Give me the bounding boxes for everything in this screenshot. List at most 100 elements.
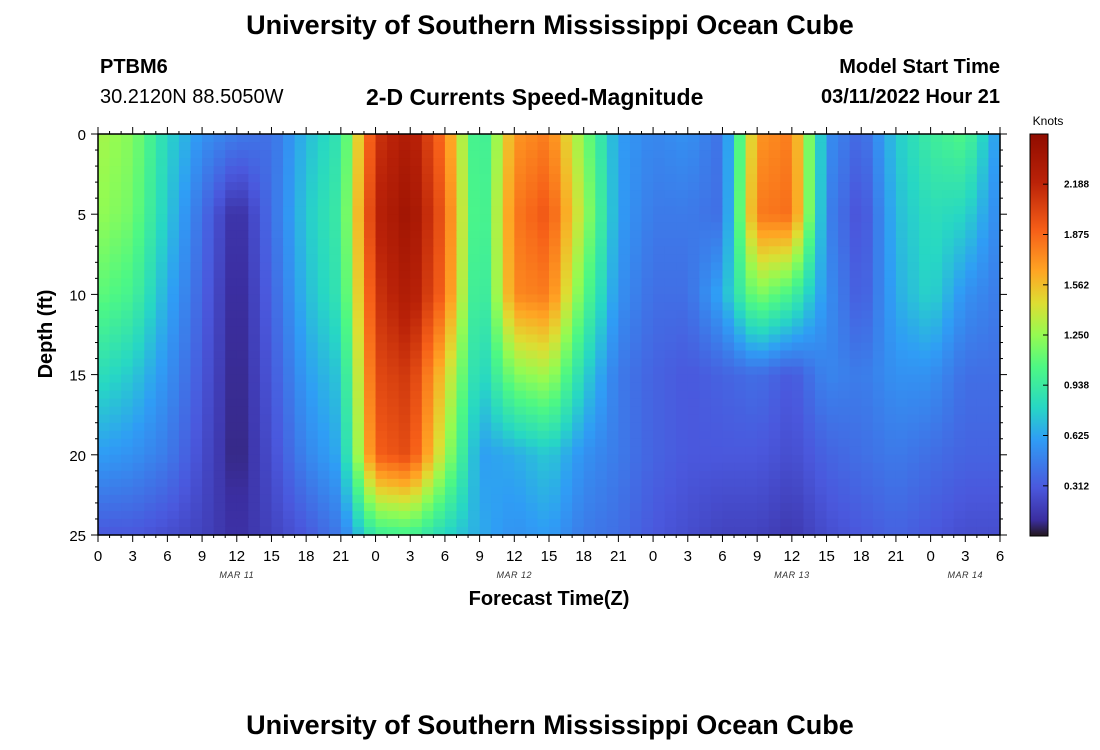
heatmap-cell xyxy=(757,302,770,312)
heatmap-cell xyxy=(167,142,180,151)
heatmap-cell xyxy=(791,350,805,360)
heatmap-cell xyxy=(363,446,377,456)
heatmap-cell xyxy=(306,142,319,151)
heatmap-cell xyxy=(155,318,168,328)
heatmap-cell xyxy=(421,446,434,456)
heatmap-cell xyxy=(398,182,411,191)
heatmap-cell xyxy=(687,350,700,360)
heatmap-cell xyxy=(803,462,816,472)
heatmap-cell xyxy=(629,414,643,424)
heatmap-cell xyxy=(190,406,203,416)
heatmap-cell xyxy=(595,422,608,432)
heatmap-cell xyxy=(317,462,330,472)
heatmap-cell xyxy=(687,190,700,199)
heatmap-cell xyxy=(109,350,122,360)
heatmap-cell xyxy=(375,326,388,336)
heatmap-cell xyxy=(838,350,851,360)
heatmap-cell xyxy=(803,286,816,295)
heatmap-cell xyxy=(872,302,885,312)
heatmap-cell xyxy=(363,206,377,215)
heatmap-cell xyxy=(98,518,111,528)
heatmap-cell xyxy=(965,262,978,271)
heatmap-cell xyxy=(791,230,805,239)
heatmap-cell xyxy=(560,206,573,215)
heatmap-cell xyxy=(213,438,226,448)
heatmap-cell xyxy=(525,430,539,440)
heatmap-cell xyxy=(653,150,666,159)
heatmap-cell xyxy=(225,334,238,344)
heatmap-cell xyxy=(676,518,689,528)
heatmap-cell xyxy=(699,286,712,295)
heatmap-cell xyxy=(861,446,874,456)
colorbar-tick-label: 0.312 xyxy=(1064,481,1089,492)
heatmap-cell xyxy=(606,422,619,432)
heatmap-cell xyxy=(514,350,527,360)
heatmap-cell xyxy=(294,150,307,159)
heatmap-cell xyxy=(444,278,458,287)
heatmap-cell xyxy=(132,398,145,408)
heatmap-cell xyxy=(606,390,619,400)
heatmap-cell xyxy=(803,278,816,287)
heatmap-cell xyxy=(942,222,955,231)
heatmap-cell xyxy=(849,262,862,271)
heatmap-cell xyxy=(178,230,192,239)
heatmap-cell xyxy=(676,326,689,336)
heatmap-cell xyxy=(757,390,770,400)
heatmap-cell xyxy=(826,494,839,504)
heatmap-cell xyxy=(202,142,215,151)
model-start-time: 03/11/2022 Hour 21 xyxy=(820,86,1000,108)
heatmap-cell xyxy=(919,238,932,247)
heatmap-cell xyxy=(745,366,758,376)
heatmap-cell xyxy=(826,374,839,384)
heatmap-cell xyxy=(734,166,747,175)
heatmap-cell xyxy=(780,150,793,159)
heatmap-cell xyxy=(537,142,550,151)
heatmap-cell xyxy=(144,446,157,456)
heatmap-cell xyxy=(861,246,874,255)
heatmap-cell xyxy=(502,414,515,424)
heatmap-cell xyxy=(398,206,411,215)
heatmap-cell xyxy=(745,374,758,384)
heatmap-cell xyxy=(861,238,874,247)
heatmap-cell xyxy=(757,374,770,384)
heatmap-cell xyxy=(132,134,145,143)
heatmap-cell xyxy=(410,510,423,520)
heatmap-cell xyxy=(236,478,249,488)
heatmap-cell xyxy=(410,230,423,239)
heatmap-cell xyxy=(895,478,909,488)
heatmap-cell xyxy=(976,174,990,183)
heatmap-cell xyxy=(121,446,134,456)
heatmap-cell xyxy=(560,390,573,400)
heatmap-cell xyxy=(213,406,226,416)
heatmap-cell xyxy=(178,502,192,512)
heatmap-cell xyxy=(363,374,377,384)
heatmap-cell xyxy=(595,150,608,159)
heatmap-cell xyxy=(606,438,619,448)
heatmap-cell xyxy=(225,526,238,536)
heatmap-cell xyxy=(109,270,122,279)
colorbar-tick-label: 0.625 xyxy=(1064,431,1089,442)
heatmap-cell xyxy=(109,494,122,504)
heatmap-cell xyxy=(144,414,157,424)
heatmap-cell xyxy=(734,174,747,183)
heatmap-cell xyxy=(942,166,955,175)
heatmap-cell xyxy=(410,246,423,255)
heatmap-cell xyxy=(213,462,226,472)
heatmap-cell xyxy=(803,198,816,207)
heatmap-cell xyxy=(572,414,585,424)
heatmap-cell xyxy=(872,150,885,159)
heatmap-cell xyxy=(121,198,134,207)
heatmap-cell xyxy=(375,302,388,312)
heatmap-cell xyxy=(537,214,550,223)
heatmap-cell xyxy=(444,158,458,167)
heatmap-cell xyxy=(444,246,458,255)
heatmap-cell xyxy=(976,414,990,424)
heatmap-cell xyxy=(132,422,145,432)
heatmap-cell xyxy=(155,190,168,199)
heatmap-cell xyxy=(919,502,932,512)
heatmap-cell xyxy=(861,366,874,376)
heatmap-cell xyxy=(514,134,527,143)
heatmap-cell xyxy=(953,326,966,336)
heatmap-cell xyxy=(109,510,122,520)
heatmap-cell xyxy=(190,438,203,448)
